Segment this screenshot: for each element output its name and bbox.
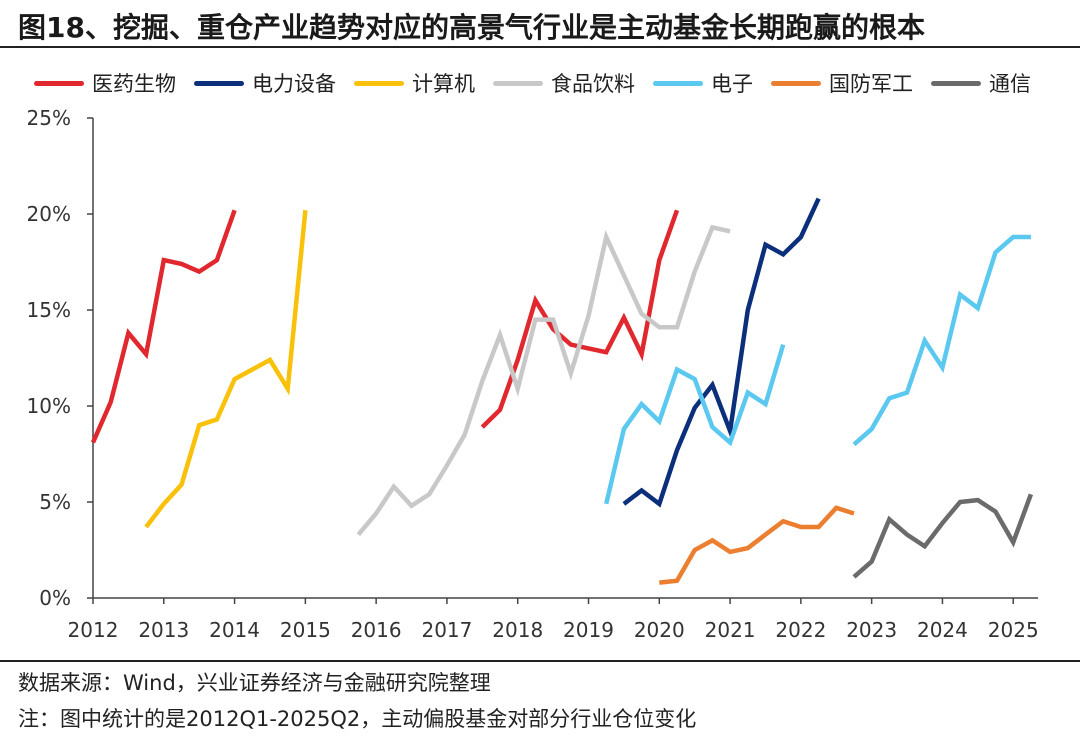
- legend-label: 电力设备: [252, 72, 336, 96]
- x-tick-label: 2025: [988, 618, 1039, 642]
- y-tick-label: 5%: [39, 490, 71, 514]
- series-line-5-segment-2: [852, 234, 1031, 447]
- legend-label: 计算机: [412, 72, 475, 96]
- legend-item: 计算机: [354, 68, 475, 98]
- series-line-6-segment-1: [659, 505, 855, 585]
- x-tick-label: 2015: [280, 618, 331, 642]
- series-line-4-segment-1: [356, 224, 731, 537]
- legend-item: 医药生物: [34, 68, 176, 98]
- legend-label: 通信: [989, 72, 1031, 96]
- legend-item: 国防军工: [771, 68, 913, 98]
- series-line-3-segment-1: [144, 209, 308, 529]
- y-tick-label: 20%: [27, 202, 71, 226]
- legend-item: 食品饮料: [493, 68, 635, 98]
- legend-label: 国防军工: [829, 72, 913, 96]
- x-tick-label: 2019: [563, 618, 614, 642]
- series-line-5-segment-1: [604, 343, 786, 505]
- legend-swatch: [34, 80, 84, 86]
- legend-label: 食品饮料: [551, 72, 635, 96]
- title-divider: [0, 46, 1080, 48]
- legend-swatch: [194, 80, 244, 86]
- x-tick-label: 2020: [634, 618, 685, 642]
- y-tick-label: 0%: [39, 586, 71, 610]
- series-line-7-segment-1: [852, 493, 1034, 579]
- x-tick-label: 2017: [421, 618, 472, 642]
- x-tick-label: 2018: [492, 618, 543, 642]
- x-tick-label: 2013: [138, 618, 189, 642]
- line-chart: 0% 5% 10% 15% 20% 25% 2012 2013 2014 2015 2016 2017…: [27, 106, 1039, 642]
- legend-swatch: [354, 80, 404, 86]
- legend-item: 电力设备: [194, 68, 336, 98]
- chart-legend: 医药生物 电力设备 计算机 食品饮料 电子 国防军工 通信: [34, 68, 1031, 98]
- x-tick-label: 2023: [846, 618, 897, 642]
- y-tick-label: 15%: [27, 298, 71, 322]
- legend-swatch: [931, 80, 981, 86]
- legend-item: 电子: [653, 68, 753, 98]
- chart-note: 注：图中统计的是2012Q1-2025Q2，主动偏股基金对部分行业仓位变化: [18, 707, 697, 731]
- x-tick-label: 2021: [705, 618, 756, 642]
- legend-swatch: [653, 80, 703, 86]
- series-line-1-segment-1: [90, 209, 237, 444]
- x-tick-label: 2014: [209, 618, 260, 642]
- x-tick-label: 2012: [68, 618, 119, 642]
- footer-divider: [0, 660, 1080, 662]
- chart-title: 图18、挖掘、重仓产业趋势对应的高景气行业是主动基金长期跑赢的根本: [18, 11, 925, 44]
- data-source: 数据来源：Wind，兴业证券经济与金融研究院整理: [18, 671, 491, 695]
- x-tick-label: 2024: [917, 618, 968, 642]
- y-tick-label: 25%: [27, 106, 71, 130]
- series-line-2-segment-1: [622, 197, 821, 508]
- legend-label: 医药生物: [92, 72, 176, 96]
- legend-swatch: [771, 80, 821, 86]
- legend-label: 电子: [711, 72, 753, 96]
- y-tick-label: 10%: [27, 394, 71, 418]
- x-tick-label: 2016: [351, 618, 402, 642]
- legend-swatch: [493, 80, 543, 86]
- x-tick-label: 2022: [775, 618, 826, 642]
- legend-item: 通信: [931, 68, 1031, 98]
